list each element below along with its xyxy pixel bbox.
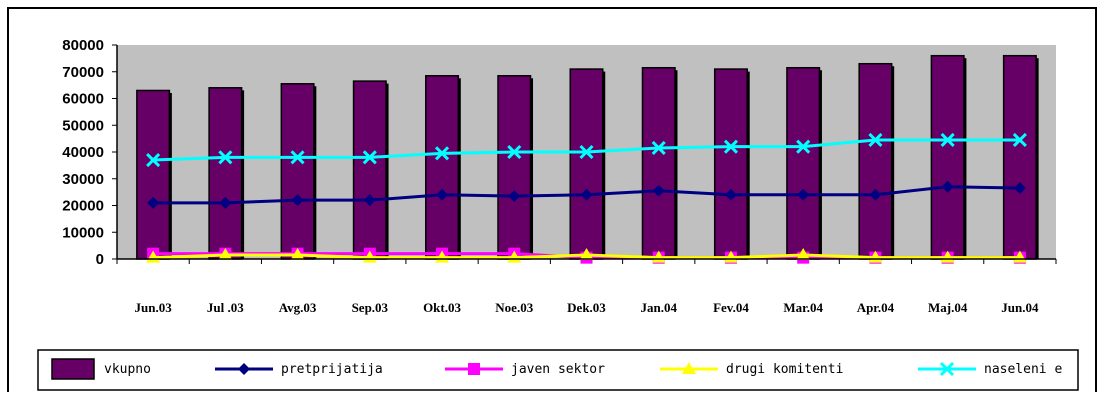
point-pretprijatija (1013, 182, 1026, 195)
x-tick-label: Mar.04 (783, 300, 823, 315)
x-tick-label: Jan.04 (640, 300, 677, 315)
point-drugi-komitenti (290, 247, 305, 260)
point-naseleni-e (651, 140, 666, 156)
point-pretprijatija (291, 194, 304, 207)
point-naseleni-e (579, 144, 594, 160)
point-pretprijatija (797, 188, 810, 201)
legend-marker-drugi-komitenti (682, 362, 696, 374)
point-pretprijatija (363, 194, 376, 207)
x-tick-label: Sep.03 (352, 300, 389, 315)
point-naseleni-e-stroke-b (507, 144, 522, 160)
bar-vkupno (280, 83, 315, 260)
point-naseleni-e-stroke-b (796, 139, 811, 154)
point-pretprijatija (941, 180, 954, 193)
bar-vkupno (352, 80, 387, 260)
y-tick-label: 80000 (62, 37, 104, 54)
x-tick-label: Maj.04 (928, 300, 968, 315)
point-pretprijatija (652, 184, 665, 197)
x-tick-label: Apr.04 (857, 300, 895, 315)
point-naseleni-e-stroke-b (868, 132, 883, 148)
bar-vkupno (930, 54, 965, 260)
y-tick-label: 20000 (62, 198, 104, 215)
bar-vkupno (497, 75, 532, 260)
point-naseleni-e (868, 132, 883, 148)
x-tick-label: Okt.03 (423, 300, 461, 315)
point-naseleni-e-stroke-b (362, 150, 377, 165)
legend-marker-pretprijatija (238, 363, 250, 375)
point-naseleni-e-stroke-b (940, 132, 955, 148)
legend-label-javen-sektor: javen sektor (511, 362, 605, 377)
point-pretprijatija (219, 196, 232, 209)
x-tick-label: Jun.04 (1001, 300, 1039, 315)
point-naseleni-e (146, 152, 161, 168)
bar-vkupno (425, 75, 460, 260)
point-pretprijatija (580, 188, 593, 201)
point-pretprijatija (869, 188, 882, 201)
point-drugi-komitenti (579, 247, 594, 260)
point-naseleni-e-stroke-b (146, 152, 161, 168)
point-pretprijatija (508, 190, 521, 203)
legend-label-naseleni-e: naseleni e (984, 362, 1062, 377)
point-naseleni-e (290, 150, 305, 165)
x-tick-label: Jun.03 (135, 300, 173, 315)
x-tick-label: Fev.04 (713, 300, 749, 315)
y-tick-label: 50000 (62, 117, 104, 134)
x-tick-label: Dek.03 (567, 300, 606, 315)
point-naseleni-e-stroke-b (579, 144, 594, 160)
legend-label-pretprijatija: pretprijatija (281, 362, 383, 377)
y-tick-label: 60000 (62, 91, 104, 108)
point-naseleni-e (796, 139, 811, 154)
x-tick-label: Avg.03 (279, 300, 317, 315)
point-drugi-komitenti (796, 247, 811, 260)
point-naseleni-e (218, 150, 233, 165)
point-naseleni-e (1012, 132, 1027, 148)
bar-vkupno (713, 68, 748, 260)
bar-vkupno (858, 62, 893, 260)
x-tick-label: Noe.03 (495, 300, 533, 315)
point-drugi-komitenti (218, 247, 233, 260)
bar-vkupno (136, 89, 171, 260)
x-tick-label: Jul .03 (207, 300, 244, 315)
bar-vkupno (569, 68, 604, 260)
bar-vkupno (641, 66, 676, 260)
bar-vkupno (1002, 54, 1037, 260)
y-tick-label: 0 (96, 251, 104, 268)
legend-label-drugi-komitenti: drugi komitenti (726, 362, 843, 377)
bar-vkupno (208, 87, 243, 260)
point-pretprijatija (724, 188, 737, 201)
legend-marker-naseleni-e (939, 361, 955, 377)
point-naseleni-e (434, 146, 450, 161)
y-tick-label: 10000 (62, 224, 104, 241)
legend-marker-naseleni-e-stroke-b (939, 361, 955, 377)
bar-vkupno (786, 66, 821, 260)
y-tick-label: 40000 (62, 144, 104, 161)
point-naseleni-e (940, 132, 955, 148)
point-naseleni-e-stroke-b (1012, 132, 1027, 148)
legend-label-vkupno: vkupno (104, 362, 151, 377)
point-naseleni-e-stroke-b (218, 150, 233, 165)
legend-swatch-vkupno (51, 358, 95, 380)
point-pretprijatija (436, 188, 449, 201)
legend-box (37, 349, 1079, 391)
point-naseleni-e (507, 144, 522, 160)
point-naseleni-e (362, 150, 377, 165)
point-naseleni-e-stroke-b (434, 146, 450, 161)
point-naseleni-e-stroke-b (290, 150, 305, 165)
point-naseleni-e-stroke-b (651, 140, 666, 156)
point-pretprijatija (147, 196, 160, 209)
y-tick-label: 70000 (62, 64, 104, 81)
point-naseleni-e (723, 139, 739, 154)
legend-marker-javen-sektor (468, 363, 480, 375)
point-naseleni-e-stroke-b (723, 139, 739, 154)
y-tick-label: 30000 (62, 171, 104, 188)
